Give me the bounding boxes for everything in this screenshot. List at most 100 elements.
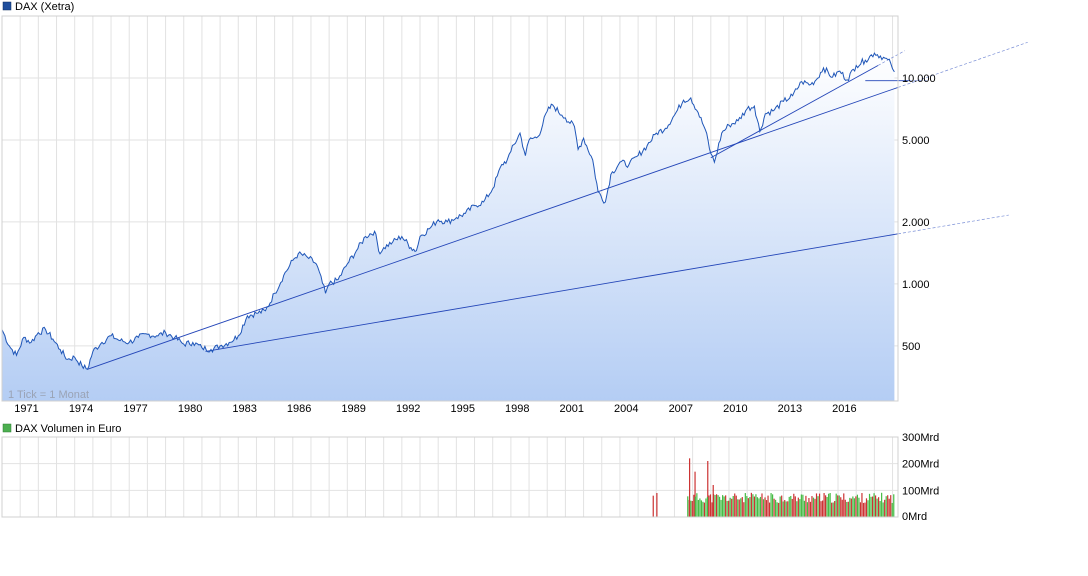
volume-bar	[858, 497, 860, 517]
x-tick-label: 1995	[450, 403, 474, 415]
volume-bar	[802, 494, 804, 517]
volume-bar	[843, 493, 845, 517]
x-tick-label: 1980	[178, 403, 202, 415]
volume-bar	[765, 500, 768, 517]
volume-bar	[767, 495, 769, 517]
volume-bar	[815, 493, 818, 517]
x-tick-label: 1986	[287, 403, 311, 415]
volume-bar	[744, 493, 746, 517]
volume-bar	[699, 498, 701, 517]
volume-bar	[756, 497, 759, 517]
volume-bar	[821, 500, 824, 517]
volume-bar	[726, 500, 728, 517]
main-legend-swatch	[2, 1, 12, 11]
volume-bar	[771, 494, 774, 517]
volume-bar	[729, 497, 731, 517]
volume-bar	[893, 494, 895, 517]
trendlines	[87, 41, 1028, 370]
volume-bar	[841, 499, 843, 517]
trendline-extension	[877, 50, 905, 66]
volume-bar	[741, 497, 743, 517]
volume-bar	[735, 495, 737, 517]
volume-bar	[891, 502, 893, 517]
volume-bar	[870, 496, 872, 517]
volume-bar	[878, 497, 880, 517]
main-x-axis: 1971 1974 1977 1980 1983 1986 1989 1992 1995 1998…	[14, 403, 856, 415]
volume-bar	[762, 499, 765, 517]
volume-bar	[691, 500, 693, 517]
tick-note: 1 Tick = 1 Monat	[8, 389, 89, 401]
volume-bar	[865, 498, 868, 517]
volume-bar	[725, 495, 727, 517]
main-y-axis: 500 1.000 2.000 5.000 10.000	[902, 73, 936, 353]
volume-bar	[871, 496, 874, 517]
volume-bar	[758, 498, 760, 517]
volume-bar	[859, 502, 862, 517]
volume-bar	[788, 496, 790, 517]
volume-bar	[785, 501, 787, 517]
x-tick-label: 2016	[832, 403, 856, 415]
volume-bar	[703, 502, 706, 517]
y-tick-label: 5.000	[902, 135, 930, 147]
x-tick-label: 1998	[505, 403, 529, 415]
volume-bars	[652, 458, 895, 517]
volume-bar	[884, 499, 886, 517]
volume-y-axis: 0Mrd 100Mrd 200Mrd 300Mrd	[902, 432, 939, 523]
volume-bar	[731, 498, 733, 517]
x-tick-label: 1977	[123, 403, 147, 415]
volume-bar	[770, 493, 772, 517]
volume-bar	[791, 498, 793, 517]
volume-bar	[846, 501, 848, 517]
main-chart-title: DAX (Xetra)	[15, 1, 74, 13]
trendline	[710, 65, 879, 159]
volume-tick-label: 0Mrd	[902, 511, 927, 523]
x-tick-label: 2010	[723, 403, 747, 415]
volume-bar	[790, 495, 792, 517]
x-tick-label: 2001	[560, 403, 584, 415]
volume-bar	[874, 495, 877, 517]
volume-bar	[797, 497, 799, 517]
volume-bar	[773, 498, 775, 517]
price-area-fill	[2, 53, 895, 401]
volume-bar	[809, 501, 812, 517]
x-tick-label: 1974	[69, 403, 93, 415]
volume-bar	[787, 501, 789, 517]
volume-plot-frame	[1, 436, 899, 518]
volume-bar	[728, 500, 730, 517]
volume-bar	[873, 493, 875, 517]
volume-bar	[800, 494, 802, 517]
volume-bar	[834, 501, 836, 517]
volume-bar	[776, 502, 778, 517]
volume-bar	[784, 500, 786, 517]
volume-bar	[715, 494, 718, 517]
volume-bar	[708, 495, 710, 517]
volume-bar	[753, 496, 756, 517]
volume-bar	[743, 502, 745, 517]
volume-bar	[734, 493, 736, 517]
volume-bar	[890, 495, 892, 517]
volume-bar	[652, 495, 654, 517]
volume-bar	[823, 493, 825, 517]
volume-bar	[838, 495, 840, 517]
volume-bar	[805, 495, 807, 517]
volume-bar	[818, 493, 821, 517]
volume-bar	[712, 494, 715, 517]
volume-bar	[702, 501, 704, 517]
volume-bar	[737, 499, 739, 517]
volume-bar	[768, 502, 771, 517]
volume-bar	[849, 497, 851, 517]
trendline	[205, 233, 899, 352]
volume-bar	[740, 498, 742, 517]
volume-bar	[723, 496, 725, 517]
volume-bar	[853, 498, 855, 517]
volume-bar	[885, 496, 887, 517]
volume-bar	[761, 493, 763, 517]
volume-bar	[796, 501, 798, 517]
y-tick-label: 2.000	[902, 217, 930, 229]
volume-bar	[694, 471, 696, 517]
volume-bar	[803, 500, 805, 517]
x-tick-label: 1992	[396, 403, 420, 415]
y-tick-label: 10.000	[902, 73, 936, 85]
volume-bar	[855, 496, 857, 517]
